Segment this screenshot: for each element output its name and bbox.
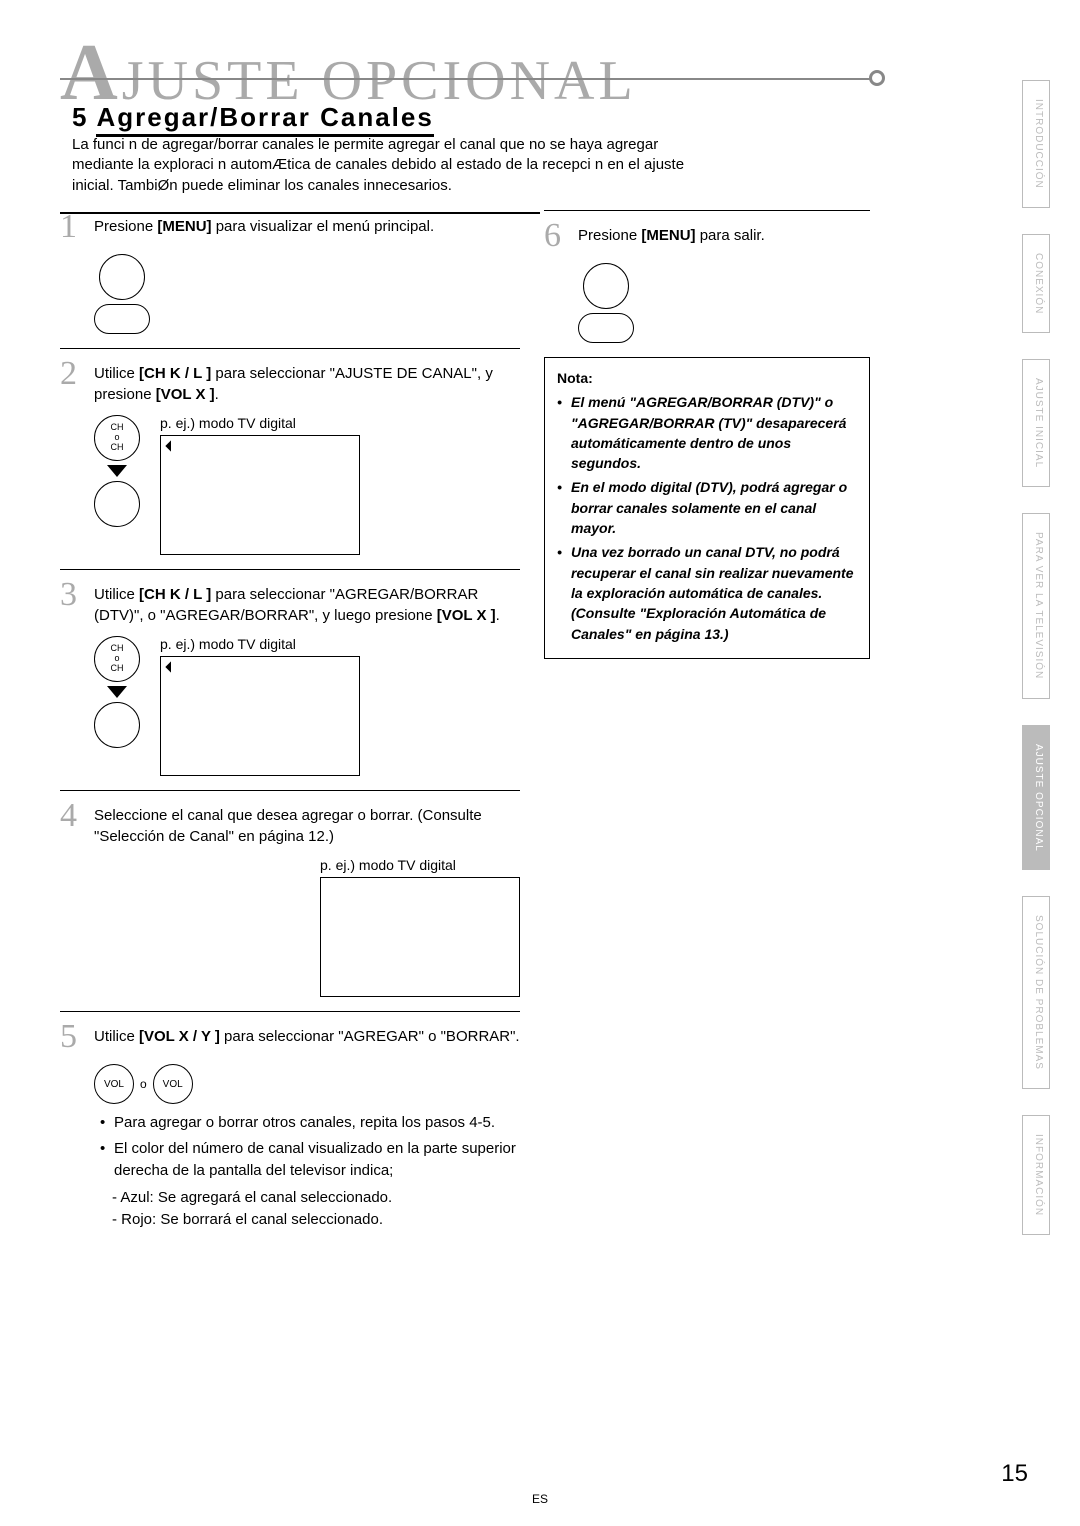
note-title: Nota: — [557, 368, 857, 388]
step-3: 3 Utilice [CH K / L ] para seleccionar "… — [60, 569, 520, 776]
step-4: 4 Seleccione el canal que desea agregar … — [60, 790, 520, 997]
right-column: 6 Presione [MENU] para salir. Nota: El m… — [544, 210, 870, 1245]
step-text: Utilice [VOL X / Y ] para seleccionar "A… — [94, 1020, 520, 1047]
side-tabs: INTRODUCCIÓN CONEXIÓN AJUSTE INICIAL PAR… — [1022, 80, 1050, 1235]
remote-vol-icon: VOL — [153, 1064, 193, 1104]
remote-flat-icon — [94, 304, 150, 334]
step-num: 6 — [544, 219, 568, 253]
step-illustration — [578, 263, 870, 343]
columns: 1 Presione [MENU] para visualizar el men… — [60, 210, 870, 1245]
list-item: El color del número de canal visualizado… — [100, 1138, 520, 1182]
page-lang: ES — [532, 1492, 548, 1506]
left-column: 1 Presione [MENU] para visualizar el men… — [60, 210, 520, 1245]
step-text: Utilice [CH K / L ] para seleccionar "AG… — [94, 578, 520, 626]
remote-ch-icon: CHoCH — [94, 415, 140, 461]
list-item: Rojo: Se borrará el canal seleccionado. — [112, 1209, 520, 1231]
header-rule — [60, 78, 880, 80]
step-5: 5 Utilice [VOL X / Y ] para seleccionar … — [60, 1011, 520, 1231]
tab-conexion[interactable]: CONEXIÓN — [1022, 234, 1050, 333]
step-text: Utilice [CH K / L ] para seleccionar "AJ… — [94, 357, 520, 405]
remote-round-icon — [583, 263, 629, 309]
tv-screen-icon — [160, 435, 360, 555]
step-num: 4 — [60, 799, 84, 833]
arrow-down-icon — [107, 465, 127, 477]
arrow-down-icon — [107, 686, 127, 698]
note-item: El menú "AGREGAR/BORRAR (DTV)" o "AGREGA… — [557, 392, 857, 473]
sub-list: Azul: Se agregará el canal seleccionado.… — [112, 1187, 520, 1231]
or-label: o — [140, 1077, 147, 1091]
step-6: 6 Presione [MENU] para salir. — [544, 210, 870, 343]
tab-info[interactable]: INFORMACIÓN — [1022, 1115, 1050, 1235]
step-illustration: CHoCH p. ej.) modo TV digital — [94, 636, 520, 776]
tv-screen-icon — [320, 877, 520, 997]
tv-label: p. ej.) modo TV digital — [160, 636, 360, 652]
remote-round-icon — [99, 254, 145, 300]
header-circle-icon — [869, 70, 885, 86]
tv-screen-icon — [160, 656, 360, 776]
tv-label: p. ej.) modo TV digital — [160, 415, 360, 431]
tab-ajuste-opcional[interactable]: AJUSTE OPCIONAL — [1022, 725, 1050, 871]
step-1: 1 Presione [MENU] para visualizar el men… — [60, 210, 520, 334]
tab-ver-tv[interactable]: PARA VER LA TELEVISIÓN — [1022, 513, 1050, 698]
bullet-list: Para agregar o borrar otros canales, rep… — [100, 1112, 520, 1181]
step-2: 2 Utilice [CH K / L ] para seleccionar "… — [60, 348, 520, 555]
intro-text: La funci n de agregar/borrar canales le … — [72, 135, 692, 196]
page-number: 15 — [1001, 1460, 1028, 1488]
remote-ch-icon: CHoCH — [94, 636, 140, 682]
remote-round-icon — [94, 702, 140, 748]
page: AJUSTE OPCIONAL 5Agregar/Borrar Canales … — [0, 0, 1080, 1526]
step-illustration: CHoCH p. ej.) modo TV digital — [94, 415, 520, 555]
tab-intro[interactable]: INTRODUCCIÓN — [1022, 80, 1050, 208]
note-box: Nota: El menú "AGREGAR/BORRAR (DTV)" o "… — [544, 357, 870, 659]
note-item: Una vez borrado un canal DTV, no podrá r… — [557, 542, 857, 643]
remote-vol-icon: VOL — [94, 1064, 134, 1104]
step-illustration: p. ej.) modo TV digital — [320, 857, 520, 997]
list-item: Azul: Se agregará el canal seleccionado. — [112, 1187, 520, 1209]
tv-label: p. ej.) modo TV digital — [320, 857, 520, 873]
step-illustration: VOL o VOL — [94, 1064, 520, 1104]
note-item: En el modo digital (DTV), podrá agregar … — [557, 477, 857, 538]
tab-solucion[interactable]: SOLUCIÓN DE PROBLEMAS — [1022, 896, 1050, 1089]
step-num: 2 — [60, 357, 84, 391]
tab-ajuste-inicial[interactable]: AJUSTE INICIAL — [1022, 359, 1050, 487]
step-num: 5 — [60, 1020, 84, 1054]
step-text: Seleccione el canal que desea agregar o … — [94, 799, 520, 847]
step-num: 3 — [60, 578, 84, 612]
remote-round-icon — [94, 481, 140, 527]
step-text: Presione [MENU] para visualizar el menú … — [94, 210, 434, 237]
step-illustration — [94, 254, 520, 334]
step-text: Presione [MENU] para salir. — [578, 219, 765, 246]
section-title: 5Agregar/Borrar Canales — [72, 102, 434, 133]
step-num: 1 — [60, 210, 84, 244]
list-item: Para agregar o borrar otros canales, rep… — [100, 1112, 520, 1134]
remote-flat-icon — [578, 313, 634, 343]
